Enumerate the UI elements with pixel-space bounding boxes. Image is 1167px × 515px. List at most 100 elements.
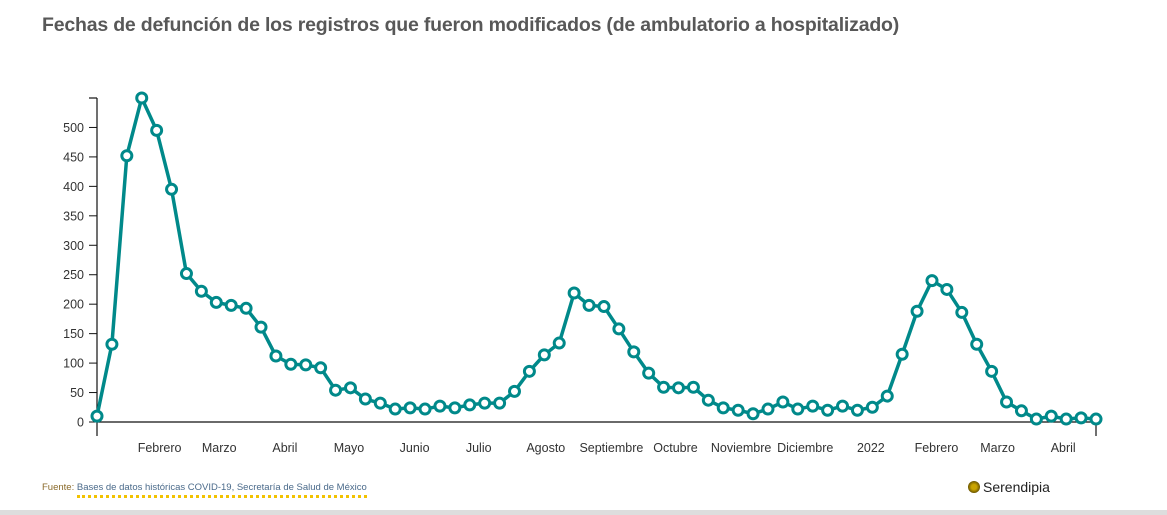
x-tick-label: Noviembre (711, 441, 771, 455)
data-point (895, 347, 909, 361)
data-point (433, 399, 447, 413)
logo-mark-icon (968, 481, 980, 493)
x-tick-label: Junio (400, 441, 430, 455)
data-point (269, 349, 283, 363)
y-tick-label: 400 (63, 180, 84, 194)
data-point (567, 286, 581, 300)
data-point (105, 337, 119, 351)
data-point (314, 361, 328, 375)
data-point (522, 364, 536, 378)
x-tick-label: Agosto (526, 441, 565, 455)
data-point (388, 402, 402, 416)
data-point (284, 357, 298, 371)
data-point (850, 403, 864, 417)
data-point (955, 305, 969, 319)
source-link[interactable]: Bases de datos históricas COVID-19, Secr… (76, 482, 367, 498)
data-point (1059, 412, 1073, 426)
data-point (627, 345, 641, 359)
data-point (224, 298, 238, 312)
serendipia-logo: Serendipia (968, 479, 1050, 495)
x-tick-label: 2022 (857, 441, 885, 455)
chart-title: Fechas de defunción de los registros que… (42, 14, 900, 36)
data-point (1029, 412, 1043, 426)
data-point (507, 384, 521, 398)
data-point (836, 399, 850, 413)
data-point (776, 395, 790, 409)
data-point (985, 364, 999, 378)
data-point (194, 284, 208, 298)
data-point (254, 320, 268, 334)
y-tick-label: 100 (63, 357, 84, 371)
data-point (209, 295, 223, 309)
y-tick-label: 250 (63, 268, 84, 282)
data-point (1089, 412, 1103, 426)
data-point (90, 409, 104, 423)
y-tick-label: 200 (63, 298, 84, 312)
data-point (135, 91, 149, 105)
data-point (1044, 409, 1058, 423)
source-label: Fuente: (42, 482, 75, 493)
data-point (612, 322, 626, 336)
x-tick-label: Abril (272, 441, 297, 455)
data-point (582, 298, 596, 312)
data-point (493, 396, 507, 410)
data-point (373, 396, 387, 410)
data-point (1000, 395, 1014, 409)
data-point (597, 300, 611, 314)
series-line (95, 96, 1097, 421)
data-point (403, 401, 417, 415)
data-point (865, 400, 879, 414)
y-tick-label: 0 (77, 416, 84, 430)
x-tick-label: Octubre (653, 441, 698, 455)
y-tick-label: 350 (63, 209, 84, 223)
data-point (299, 358, 313, 372)
y-tick-label: 50 (70, 386, 84, 400)
data-point (552, 336, 566, 350)
data-point (358, 392, 372, 406)
data-point (448, 401, 462, 415)
data-point (806, 399, 820, 413)
data-point (418, 402, 432, 416)
data-point (343, 381, 357, 395)
data-point (657, 380, 671, 394)
x-tick-label: Febrero (915, 441, 959, 455)
y-tick-label: 300 (63, 239, 84, 253)
data-point (1074, 411, 1088, 425)
data-point (910, 304, 924, 318)
data-point (463, 398, 477, 412)
data-point (165, 182, 179, 196)
y-tick-label: 500 (63, 121, 84, 135)
data-point (761, 402, 775, 416)
data-point (970, 337, 984, 351)
data-point (940, 282, 954, 296)
source-note: Fuente: Bases de datos históricas COVID-… (42, 482, 367, 498)
data-point (880, 389, 894, 403)
data-point (120, 149, 134, 163)
x-tick-label: Febrero (138, 441, 182, 455)
data-point (329, 383, 343, 397)
x-tick-label: Abril (1051, 441, 1076, 455)
data-point (642, 366, 656, 380)
data-point (239, 301, 253, 315)
data-point (821, 403, 835, 417)
x-tick-label: Marzo (980, 441, 1015, 455)
data-point (925, 274, 939, 288)
bottom-bar (0, 510, 1167, 515)
data-point (150, 123, 164, 137)
data-point (716, 401, 730, 415)
data-point (791, 402, 805, 416)
x-tick-label: Septiembre (579, 441, 643, 455)
data-point (1014, 404, 1028, 418)
y-tick-label: 150 (63, 327, 84, 341)
data-point (179, 267, 193, 281)
data-point (731, 403, 745, 417)
data-point (746, 407, 760, 421)
data-point (686, 380, 700, 394)
data-point (478, 396, 492, 410)
data-point (672, 381, 686, 395)
data-point (701, 393, 715, 407)
data-point (537, 348, 551, 362)
x-tick-label: Diciembre (777, 441, 833, 455)
brand-name: Serendipia (983, 479, 1050, 495)
